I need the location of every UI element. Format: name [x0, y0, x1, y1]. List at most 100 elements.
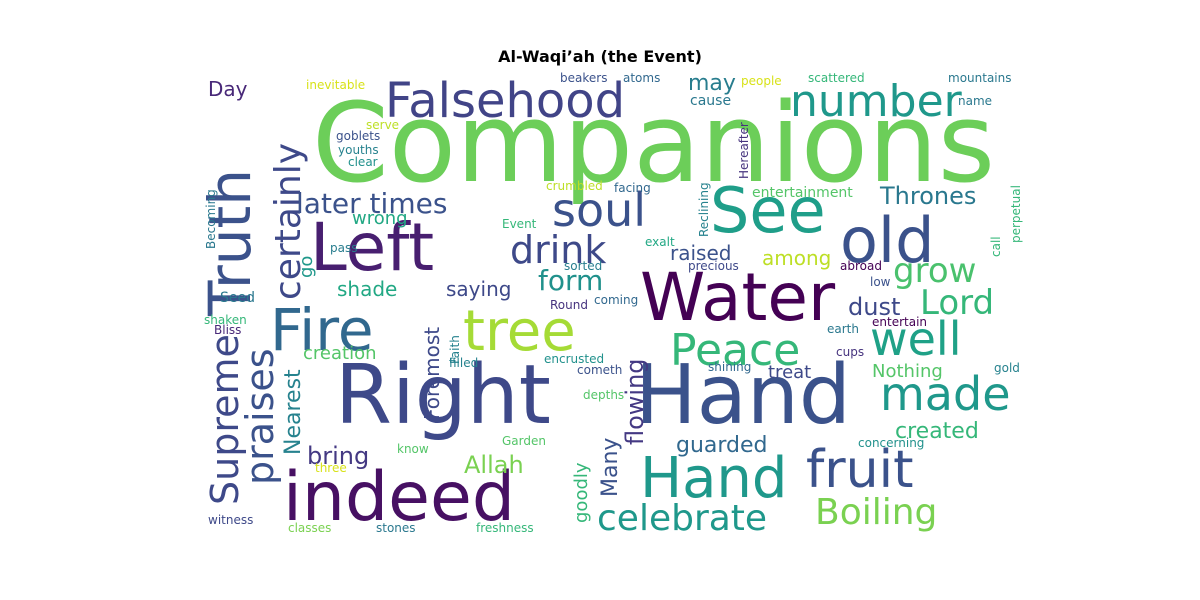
word-sorted: sorted [564, 259, 602, 273]
word-becoming: Becoming [204, 189, 218, 249]
word-guarded: guarded [676, 433, 768, 458]
word-companions: Companions [312, 79, 995, 207]
word-atoms: atoms [623, 71, 660, 85]
word-made: made [880, 367, 1011, 421]
word-peace: Peace [670, 325, 800, 376]
word-beakers: beakers [560, 71, 607, 85]
word-exalt: exalt [645, 235, 675, 249]
word-dust: dust [848, 293, 900, 321]
word-concerning: concerning [858, 436, 924, 450]
word-shining: shining [708, 360, 751, 374]
word-flowing: flowing [621, 358, 649, 445]
word-see: See [710, 174, 826, 247]
word-facing: facing [614, 181, 651, 195]
word-precious: precious [688, 259, 739, 273]
word-mountains: mountains [948, 71, 1012, 85]
word-scattered: scattered [808, 71, 865, 85]
word-cause: cause [690, 93, 731, 109]
word-allah: Allah [464, 451, 524, 479]
word-creation: creation [303, 343, 377, 364]
word-praises: praises [238, 348, 282, 485]
word-call: call [989, 236, 1003, 257]
word-depths: depths [583, 388, 624, 402]
word-reclining: Reclining [697, 182, 711, 237]
word-nearest: Nearest [281, 369, 306, 455]
word-hand: Hand [640, 446, 787, 511]
word-bliss: Bliss [214, 323, 241, 337]
word-freshness: freshness [476, 521, 534, 535]
word-indeed: indeed [283, 458, 515, 537]
word-name: name [958, 94, 992, 108]
word-pass: pass [330, 241, 357, 255]
word-people: people [741, 74, 782, 88]
word-supreme: Supreme [203, 334, 247, 505]
word-seed: Seed [220, 290, 255, 306]
word-foremost: Foremost [420, 327, 444, 420]
word-abroad: abroad [840, 259, 882, 273]
word-number: number [790, 76, 963, 127]
word-created: created [895, 419, 979, 444]
word-thrones: Thrones [879, 182, 976, 210]
word-drink: drink [510, 228, 606, 272]
word-form: form [538, 264, 603, 297]
word-earth: earth [827, 322, 859, 336]
word-wrong: wrong [352, 208, 408, 229]
word-shaken: shaken [204, 313, 247, 327]
word-garden: Garden [502, 434, 546, 448]
word-goodly: goodly [571, 462, 592, 523]
word-shade: shade [337, 277, 397, 301]
word-serve: serve [366, 118, 399, 132]
word-encrusted: encrusted [544, 352, 604, 366]
word-gold: gold [994, 361, 1020, 375]
word-nothing: Nothing [872, 361, 943, 382]
word-know: know [397, 442, 429, 456]
word-water: Water [640, 259, 836, 336]
word-clear: clear [348, 155, 378, 169]
word-left: Left [310, 209, 434, 286]
word-witness: witness [208, 513, 253, 527]
word-fire: Fire [270, 296, 374, 364]
word-well: well [870, 312, 961, 366]
word-classes: classes [288, 521, 331, 535]
word-hereafter: Hereafter [737, 122, 751, 179]
chart-title: Al-Waqi’ah (the Event) [498, 47, 702, 66]
word-day: Day [208, 77, 248, 101]
word-crumbled: crumbled [546, 179, 603, 193]
word-hand: Hand [635, 348, 851, 443]
word-grow: grow [893, 251, 976, 291]
word-round: Round [550, 298, 588, 312]
word-tree: tree [463, 299, 576, 364]
word-three: three [315, 461, 347, 475]
word-celebrate: celebrate [597, 498, 767, 539]
word-saying: saying [446, 277, 511, 301]
word-youths: youths [338, 143, 379, 157]
word-raised: raised [670, 241, 731, 265]
word-cometh: cometh [577, 363, 622, 377]
word-boiling: Boiling [815, 492, 937, 533]
word-low: low [870, 275, 891, 289]
word-perpetual: perpetual [1009, 185, 1023, 243]
word-entertainment: entertainment [752, 185, 853, 201]
word-inevitable: inevitable [306, 78, 365, 92]
word-old: old [840, 204, 935, 277]
word-treat: treat [768, 362, 811, 383]
word-certainly: certainly [268, 143, 309, 300]
word-fruit: fruit [806, 440, 913, 500]
word-may: may [688, 71, 736, 96]
word-right: Right [335, 348, 551, 443]
word-bring: bring [307, 442, 369, 470]
word-goblets: goblets [336, 129, 380, 143]
word-filled: filled [449, 356, 478, 370]
word-stones: stones [376, 521, 416, 535]
word-later-times: later times [296, 187, 447, 220]
word-faith: Faith [448, 335, 462, 364]
word-among: among [762, 246, 831, 270]
word-lord: Lord [920, 283, 994, 323]
word-event: Event [502, 217, 537, 231]
word-coming: coming [594, 293, 638, 307]
word-soul: soul [552, 183, 646, 237]
word-many: Many [598, 438, 623, 497]
word-falsehood: Falsehood [385, 73, 625, 129]
word-entertain: entertain [872, 315, 927, 329]
